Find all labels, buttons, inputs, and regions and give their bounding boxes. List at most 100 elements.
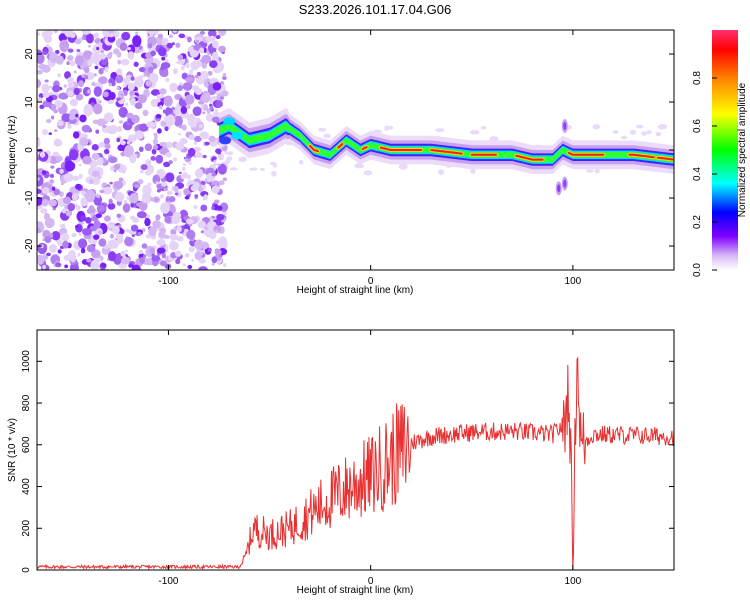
noise-blob [80, 247, 86, 254]
noise-blob [63, 172, 74, 182]
noise-blob [140, 164, 148, 171]
noise-blob [55, 262, 62, 268]
ridge-peak-band [567, 151, 605, 156]
noise-blob [54, 138, 62, 146]
noise-blob [122, 203, 131, 213]
noise-blob [195, 39, 200, 44]
snr-y-tick-label: 600 [21, 436, 32, 453]
noise-blob [152, 144, 159, 150]
noise-blob [193, 205, 198, 210]
noise-blob [132, 217, 140, 223]
noise-blob [208, 135, 216, 143]
noise-blob [150, 89, 161, 96]
noise-blob [159, 105, 163, 110]
noise-blob [118, 120, 124, 124]
noise-blob [91, 152, 100, 161]
noise-blob [187, 264, 193, 270]
noise-blob [150, 197, 155, 202]
noise-blob [182, 82, 193, 91]
noise-blob [49, 179, 54, 184]
noise-blob [188, 246, 195, 253]
noise-blob [165, 77, 170, 83]
spectrogram-y-ticks: -20 -10 0 10 20 [24, 48, 674, 253]
noise-blob [202, 197, 206, 201]
noise-blob [194, 168, 204, 179]
noise-blob [95, 213, 102, 219]
noise-blob [123, 199, 128, 204]
noise-blob [175, 258, 181, 265]
noise-blob [64, 264, 69, 269]
noise-blob [202, 111, 206, 115]
noise-blob [49, 173, 55, 179]
noise-blob [51, 231, 61, 241]
noise-blob [201, 241, 209, 250]
noise-blob [160, 202, 170, 214]
noise-blob [45, 44, 50, 48]
faint-noise-blob [469, 130, 480, 135]
noise-blob [178, 82, 183, 86]
noise-blob [191, 258, 195, 262]
noise-blob [196, 71, 201, 77]
noise-blob [118, 106, 128, 118]
noise-blob [221, 90, 229, 97]
noise-blob [144, 143, 153, 152]
noise-blob [79, 137, 89, 147]
noise-blob [150, 50, 156, 57]
noise-blob [48, 132, 52, 135]
noise-blob [67, 48, 74, 53]
noise-blob [42, 129, 48, 136]
faint-noise-blob [655, 131, 662, 137]
noise-blob [37, 170, 42, 175]
colorbar-tick-label: 0.2 [692, 215, 703, 229]
noise-blob [120, 140, 126, 146]
noise-blob [77, 252, 81, 257]
noise-blob [48, 243, 58, 253]
noise-blob [96, 204, 106, 212]
noise-blob [207, 70, 213, 76]
spectrogram-y-tick-label: 20 [24, 48, 35, 60]
noise-blob [108, 125, 118, 134]
noise-blob [199, 131, 210, 140]
ridge-peak-band [656, 156, 674, 161]
noise-blob [39, 151, 46, 158]
noise-blob [152, 220, 162, 229]
noise-blob [146, 121, 156, 128]
noise-blob [93, 220, 101, 229]
noise-blob [40, 208, 48, 214]
noise-blob [67, 77, 74, 84]
noise-blob [217, 30, 227, 37]
noise-blob [117, 125, 123, 133]
chart-title: S233.2026.101.17.04.G06 [298, 2, 452, 17]
noise-blob [195, 60, 203, 68]
noise-blob [108, 82, 112, 87]
noise-blob [64, 160, 75, 172]
noise-blob [146, 164, 155, 175]
noise-blob [136, 211, 147, 219]
noise-blob [162, 37, 169, 46]
noise-blob [37, 97, 43, 103]
noise-blob [145, 80, 152, 87]
spike-core [563, 122, 567, 130]
noise-blob [134, 102, 143, 110]
ridge-peak-band [515, 154, 544, 161]
noise-blob [136, 153, 141, 157]
noise-blob [108, 51, 113, 56]
noise-blob [75, 93, 84, 101]
noise-blob [74, 55, 85, 66]
noise-blob [170, 240, 176, 245]
faint-noise-blob [620, 135, 628, 140]
noise-blob [169, 233, 179, 241]
noise-blob [66, 54, 74, 62]
noise-blob [142, 109, 149, 117]
noise-blob [145, 214, 151, 219]
noise-blob [125, 228, 130, 233]
spectrogram-x-tick-label: -100 [158, 276, 178, 287]
noise-blob [73, 87, 80, 96]
noise-blob [157, 46, 167, 57]
noise-blob [222, 72, 227, 77]
noise-blob [176, 61, 180, 64]
noise-blob [198, 266, 208, 270]
noise-blob [164, 126, 169, 132]
noise-blob [71, 192, 79, 201]
noise-blob [138, 123, 149, 132]
